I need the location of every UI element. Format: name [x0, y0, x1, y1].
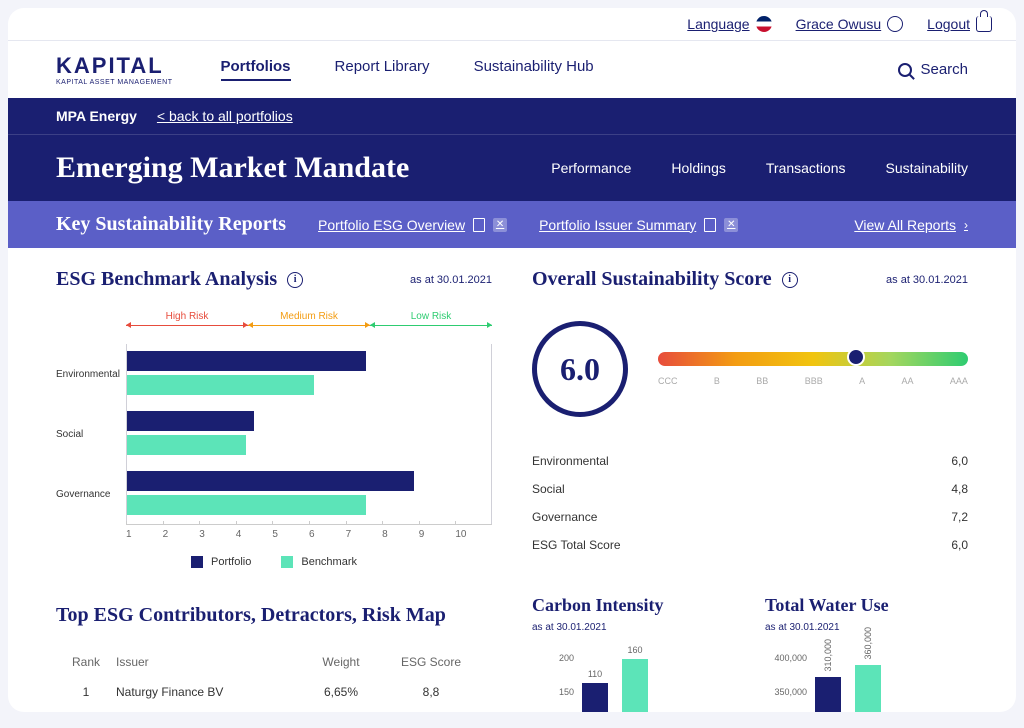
user-icon: [887, 16, 903, 32]
nav-report-library[interactable]: Report Library: [335, 58, 430, 81]
reports-bar: Key Sustainability Reports Portfolio ESG…: [8, 201, 1016, 248]
contrib-title: Top ESG Contributors, Detractors, Risk M…: [56, 604, 492, 627]
table-row: 2Telia Co AB5,11%8,8: [56, 707, 492, 712]
report-link-esg[interactable]: Portfolio ESG Overview ✕: [318, 217, 507, 233]
topbar: Language Grace Owusu Logout: [8, 8, 1016, 41]
close-icon[interactable]: ✕: [724, 218, 738, 232]
view-all-reports[interactable]: View All Reports ›: [854, 217, 968, 233]
esg-chart: High Risk Medium Risk Low Risk Environme…: [56, 311, 492, 568]
esg-as-at: as at 30.01.2021: [410, 274, 492, 286]
water-chart: Total Water Use as at 30.01.2021 400,000…: [765, 595, 968, 712]
tab-sustainability[interactable]: Sustainability: [886, 160, 969, 176]
score-table: Environmental6,0Social4,8Governance7,2ES…: [532, 447, 968, 559]
close-icon[interactable]: ✕: [493, 218, 507, 232]
esg-title: ESG Benchmark Analysis i: [56, 268, 303, 291]
rating-marker: [847, 348, 865, 366]
document-icon: [704, 218, 716, 232]
portfolio-name: MPA Energy: [56, 108, 137, 124]
language-link[interactable]: Language: [687, 16, 771, 32]
flag-icon: [756, 16, 772, 32]
score-circle: 6.0: [532, 321, 628, 417]
rating-bar: [658, 352, 968, 366]
user-link[interactable]: Grace Owusu: [796, 16, 904, 32]
tab-performance[interactable]: Performance: [551, 160, 631, 176]
search-button[interactable]: Search: [898, 61, 968, 78]
nav-sustainability-hub[interactable]: Sustainability Hub: [474, 58, 594, 81]
search-icon: [898, 63, 912, 77]
page-title: Emerging Market Mandate: [56, 151, 409, 185]
chevron-right-icon: ›: [964, 218, 968, 232]
tab-holdings[interactable]: Holdings: [671, 160, 725, 176]
info-icon[interactable]: i: [782, 272, 798, 288]
info-icon[interactable]: i: [287, 272, 303, 288]
logo: KAPITAL KAPITAL ASSET MANAGEMENT: [56, 53, 173, 86]
document-icon: [473, 218, 485, 232]
overall-title: Overall Sustainability Score i: [532, 268, 798, 291]
contrib-table: Rank Issuer Weight ESG Score 1Naturgy Fi…: [56, 647, 492, 712]
table-row: 1Naturgy Finance BV6,65%8,8: [56, 677, 492, 707]
overall-as-at: as at 30.01.2021: [886, 274, 968, 286]
page-header: MPA Energy < back to all portfolios Emer…: [8, 98, 1016, 201]
navbar: KAPITAL KAPITAL ASSET MANAGEMENT Portfol…: [8, 41, 1016, 98]
back-link[interactable]: < back to all portfolios: [157, 108, 293, 124]
tab-transactions[interactable]: Transactions: [766, 160, 846, 176]
nav-portfolios[interactable]: Portfolios: [221, 58, 291, 81]
report-link-issuer[interactable]: Portfolio Issuer Summary ✕: [539, 217, 738, 233]
logout-link[interactable]: Logout: [927, 16, 992, 32]
reports-title: Key Sustainability Reports: [56, 213, 286, 236]
carbon-chart: Carbon Intensity as at 30.01.2021 200150…: [532, 595, 735, 712]
lock-icon: [976, 16, 992, 32]
